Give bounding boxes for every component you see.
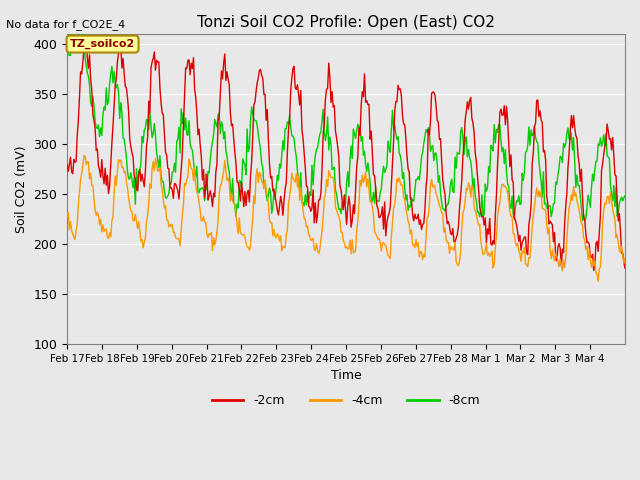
Text: No data for f_CO2E_4: No data for f_CO2E_4 [6, 19, 125, 30]
Legend: -2cm, -4cm, -8cm: -2cm, -4cm, -8cm [207, 389, 485, 412]
Y-axis label: Soil CO2 (mV): Soil CO2 (mV) [15, 145, 28, 233]
Text: TZ_soilco2: TZ_soilco2 [70, 39, 135, 49]
X-axis label: Time: Time [331, 370, 362, 383]
Title: Tonzi Soil CO2 Profile: Open (East) CO2: Tonzi Soil CO2 Profile: Open (East) CO2 [197, 15, 495, 30]
